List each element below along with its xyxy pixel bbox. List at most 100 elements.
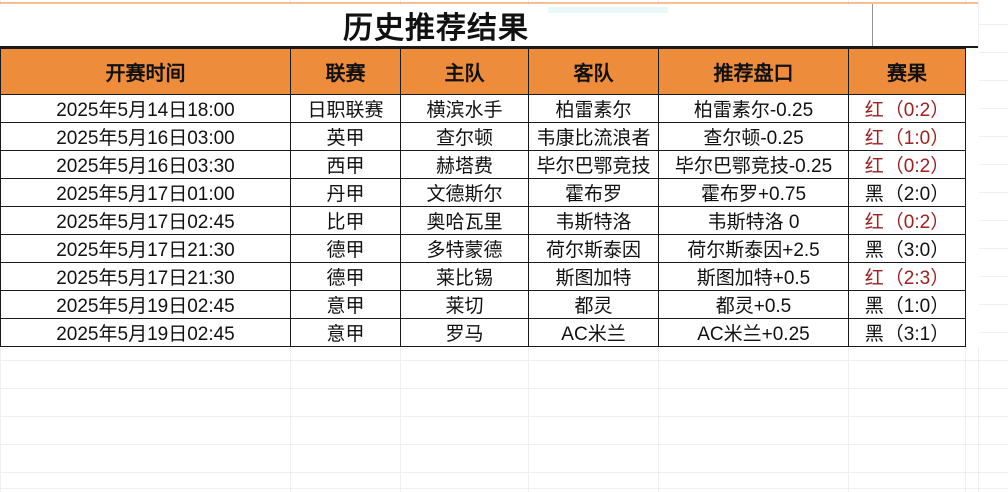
table-row[interactable]: 2025年5月17日02:45 比甲 奥哈瓦里 韦斯特洛 韦斯特洛 0 红（0:2） xyxy=(0,206,979,235)
cell-away-team-text: 韦斯特洛 xyxy=(555,212,632,233)
page-title: 历史推荐结果 xyxy=(343,12,529,45)
table-row[interactable]: 2025年5月16日03:00 英甲 查尔顿 韦康比流浪者 查尔顿-0.25 红（1:0） xyxy=(0,122,979,151)
cell-league[interactable]: 意甲 xyxy=(290,318,401,347)
cell-handicap-text: 都灵+0.5 xyxy=(715,296,792,317)
result-mark: 黑 xyxy=(864,296,884,317)
cell-result[interactable]: 红（2:3） xyxy=(848,262,966,291)
cell-league[interactable]: 丹甲 xyxy=(290,178,401,207)
cell-home-team[interactable]: 奥哈瓦里 xyxy=(400,206,529,235)
cell-spacer xyxy=(965,206,979,235)
result-score: （0:2） xyxy=(884,212,950,233)
result-mark: 红 xyxy=(864,212,884,233)
cell-time[interactable]: 2025年5月16日03:30 xyxy=(0,150,291,179)
cell-away-team-text: 毕尔巴鄂竞技 xyxy=(536,156,651,177)
table-row[interactable]: 2025年5月17日01:00 丹甲 文德斯尔 霍布罗 霍布罗+0.75 黑（2:0） xyxy=(0,178,979,207)
column-header-home[interactable]: 主队 xyxy=(400,48,529,95)
table-row[interactable]: 2025年5月17日21:30 德甲 多特蒙德 荷尔斯泰因 荷尔斯泰因+2.5 黑（3:0… xyxy=(0,234,979,263)
cell-home-team[interactable]: 罗马 xyxy=(400,318,529,347)
cell-league[interactable]: 德甲 xyxy=(290,262,401,291)
table-row[interactable]: 2025年5月17日21:30 德甲 莱比锡 斯图加特 斯图加特+0.5 红（2:3） xyxy=(0,262,979,291)
cell-handicap[interactable]: 都灵+0.5 xyxy=(658,290,849,319)
cell-away-team[interactable]: 斯图加特 xyxy=(528,262,659,291)
cell-time[interactable]: 2025年5月19日02:45 xyxy=(0,290,291,319)
cell-league[interactable]: 德甲 xyxy=(290,234,401,263)
cell-handicap-text: 斯图加特+0.5 xyxy=(696,268,811,289)
cell-home-team[interactable]: 莱比锡 xyxy=(400,262,529,291)
cell-spacer xyxy=(965,318,979,347)
column-header-result[interactable]: 赛果 xyxy=(848,48,966,95)
cell-league[interactable]: 日职联赛 xyxy=(290,94,401,123)
table-row[interactable]: 2025年5月16日03:30 西甲 赫塔费 毕尔巴鄂竞技 毕尔巴鄂竞技-0.25 红（0… xyxy=(0,150,979,179)
cell-handicap[interactable]: 斯图加特+0.5 xyxy=(658,262,849,291)
cell-league[interactable]: 西甲 xyxy=(290,150,401,179)
cell-away-team[interactable]: 霍布罗 xyxy=(528,178,659,207)
cell-handicap-text: 韦斯特洛 0 xyxy=(707,212,800,233)
cell-home-team[interactable]: 赫塔费 xyxy=(400,150,529,179)
title-band-divider xyxy=(872,4,873,46)
cell-result[interactable]: 黑（3:0） xyxy=(848,234,966,263)
cell-away-team-text: 都灵 xyxy=(574,296,613,317)
cell-result[interactable]: 红（0:2） xyxy=(848,206,966,235)
cell-league[interactable]: 比甲 xyxy=(290,206,401,235)
result-mark: 红 xyxy=(864,268,884,289)
cell-league[interactable]: 英甲 xyxy=(290,122,401,151)
result-mark: 黑 xyxy=(864,240,884,261)
cell-away-team-text: 荷尔斯泰因 xyxy=(545,240,641,261)
cell-handicap-text: AC米兰+0.25 xyxy=(697,324,810,345)
cell-result[interactable]: 黑（2:0） xyxy=(848,178,966,207)
cell-time[interactable]: 2025年5月17日02:45 xyxy=(0,206,291,235)
cell-time[interactable]: 2025年5月19日02:45 xyxy=(0,318,291,347)
result-score: （0:2） xyxy=(884,156,950,177)
cell-handicap[interactable]: 毕尔巴鄂竞技-0.25 xyxy=(658,150,849,179)
cell-handicap[interactable]: AC米兰+0.25 xyxy=(658,318,849,347)
cell-away-team[interactable]: 柏雷素尔 xyxy=(528,94,659,123)
cell-result[interactable]: 红（1:0） xyxy=(848,122,966,151)
cell-handicap[interactable]: 柏雷素尔-0.25 xyxy=(658,94,849,123)
cell-result[interactable]: 黑（3:1） xyxy=(848,318,966,347)
result-mark: 红 xyxy=(864,100,884,121)
result-score: （1:0） xyxy=(884,128,950,149)
cell-time[interactable]: 2025年5月17日21:30 xyxy=(0,234,291,263)
table-row[interactable]: 2025年5月19日02:45 意甲 莱切 都灵 都灵+0.5 黑（1:0） xyxy=(0,290,979,319)
cell-time[interactable]: 2025年5月16日03:00 xyxy=(0,122,291,151)
cell-away-team[interactable]: 荷尔斯泰因 xyxy=(528,234,659,263)
cell-home-team[interactable]: 多特蒙德 xyxy=(400,234,529,263)
cell-league[interactable]: 意甲 xyxy=(290,290,401,319)
cell-away-team-text: 斯图加特 xyxy=(555,268,632,289)
cell-handicap[interactable]: 霍布罗+0.75 xyxy=(658,178,849,207)
cell-away-team[interactable]: 毕尔巴鄂竞技 xyxy=(528,150,659,179)
cell-spacer xyxy=(965,150,979,179)
column-header-time[interactable]: 开赛时间 xyxy=(0,48,291,95)
cell-time[interactable]: 2025年5月17日01:00 xyxy=(0,178,291,207)
cell-spacer xyxy=(965,234,979,263)
cell-away-team[interactable]: 韦斯特洛 xyxy=(528,206,659,235)
top-orange-sliver xyxy=(0,2,978,4)
cell-home-team[interactable]: 莱切 xyxy=(400,290,529,319)
cell-handicap[interactable]: 查尔顿-0.25 xyxy=(658,122,849,151)
column-header-handicap[interactable]: 推荐盘口 xyxy=(658,48,849,95)
cell-time[interactable]: 2025年5月17日21:30 xyxy=(0,262,291,291)
table-row[interactable]: 2025年5月14日18:00 日职联赛 横滨水手 柏雷素尔 柏雷素尔-0.25 红（0:… xyxy=(0,94,979,123)
cell-home-team[interactable]: 查尔顿 xyxy=(400,122,529,151)
cell-home-team[interactable]: 文德斯尔 xyxy=(400,178,529,207)
table-row[interactable]: 2025年5月19日02:45 意甲 罗马 AC米兰 AC米兰+0.25 黑（3:1） xyxy=(0,318,979,347)
cell-away-team[interactable]: AC米兰 xyxy=(528,318,659,347)
result-score: （2:3） xyxy=(884,268,950,289)
column-header-league[interactable]: 联赛 xyxy=(290,48,401,95)
cell-result[interactable]: 红（0:2） xyxy=(848,94,966,123)
cell-result[interactable]: 黑（1:0） xyxy=(848,290,966,319)
cell-away-team[interactable]: 韦康比流浪者 xyxy=(528,122,659,151)
cell-result[interactable]: 红（0:2） xyxy=(848,150,966,179)
cell-handicap[interactable]: 韦斯特洛 0 xyxy=(658,206,849,235)
result-score: （3:1） xyxy=(884,324,950,345)
column-header-spacer xyxy=(965,48,979,95)
history-results-table: 开赛时间 联赛 主队 客队 推荐盘口 赛果 2025年5月14日18:00 日职联… xyxy=(0,48,979,347)
cell-handicap[interactable]: 荷尔斯泰因+2.5 xyxy=(658,234,849,263)
cell-away-team[interactable]: 都灵 xyxy=(528,290,659,319)
table-body: 2025年5月14日18:00 日职联赛 横滨水手 柏雷素尔 柏雷素尔-0.25 红（0:… xyxy=(0,94,979,347)
result-score: （1:0） xyxy=(884,296,950,317)
column-header-away[interactable]: 客队 xyxy=(528,48,659,95)
cell-time[interactable]: 2025年5月14日18:00 xyxy=(0,94,291,123)
cell-home-team[interactable]: 横滨水手 xyxy=(400,94,529,123)
cell-away-team-text: 韦康比流浪者 xyxy=(536,128,651,149)
